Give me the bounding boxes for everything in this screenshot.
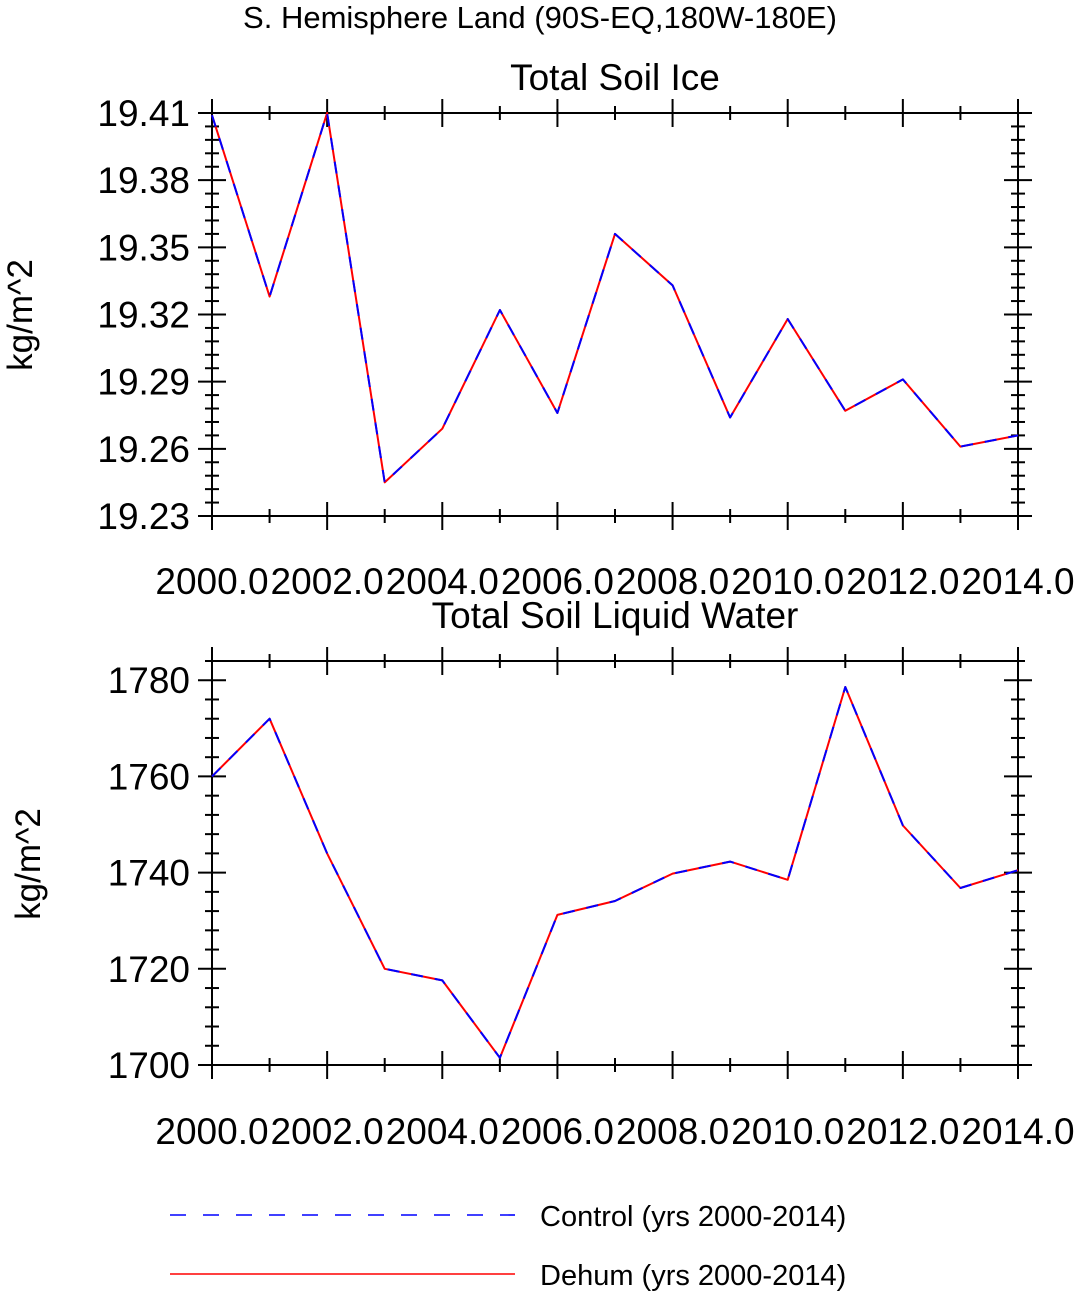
x-tick-label: 2004.0 xyxy=(386,561,499,602)
x-tick-label: 2014.0 xyxy=(961,1111,1074,1152)
x-tick-label: 2008.0 xyxy=(616,561,729,602)
y-tick-label: 19.32 xyxy=(97,295,190,336)
y-tick-label: 1780 xyxy=(108,660,190,701)
y-tick-label: 19.26 xyxy=(97,429,190,470)
x-tick-label: 2014.0 xyxy=(961,561,1074,602)
panel-title: Total Soil Ice xyxy=(510,57,720,98)
y-tick-label: 1700 xyxy=(108,1045,190,1086)
legend-label-control: Control (yrs 2000-2014) xyxy=(540,1201,846,1233)
y-tick-label: 1720 xyxy=(108,949,190,990)
y-tick-label: 19.35 xyxy=(97,227,190,268)
y-tick-label: 19.38 xyxy=(97,160,190,201)
y-tick-label: 19.29 xyxy=(97,362,190,403)
x-tick-label: 2010.0 xyxy=(731,561,844,602)
x-tick-label: 2012.0 xyxy=(846,1111,959,1152)
y-tick-label: 19.23 xyxy=(97,496,190,537)
panel-total-soil-ice: Total Soil Ice kg/m^2 2000.0 2002.0 2004.0… xyxy=(1,57,1075,602)
y-tick-label: 1740 xyxy=(108,853,190,894)
x-tick-label: 2002.0 xyxy=(271,1111,384,1152)
series-line-control xyxy=(211,112,1019,484)
legend-label-dehum: Dehum (yrs 2000-2014) xyxy=(540,1260,846,1292)
x-tick-label: 2000.0 xyxy=(155,1111,268,1152)
x-tick-label: 2006.0 xyxy=(501,1111,614,1152)
panel-title: Total Soil Liquid Water xyxy=(432,595,799,636)
y-tick-label: 19.41 xyxy=(97,93,190,134)
y-tick-label: 1760 xyxy=(108,756,190,797)
series-line-dehum xyxy=(211,686,1019,1059)
x-tick-label: 2012.0 xyxy=(846,561,959,602)
x-tick-label: 2002.0 xyxy=(271,561,384,602)
x-tick-label: 2010.0 xyxy=(731,1111,844,1152)
x-tick-label: 2004.0 xyxy=(386,1111,499,1152)
series-line-dehum xyxy=(211,112,1019,484)
figure-title: S. Hemisphere Land (90S-EQ,180W-180E) xyxy=(243,0,837,35)
plot-area: 2000.0 2002.0 2004.0 2006.0 2008.0 2010.0 2012… xyxy=(108,647,1075,1152)
x-tick-label: 2006.0 xyxy=(501,561,614,602)
y-axis-label: kg/m^2 xyxy=(1,259,40,371)
plot-area: 2000.0 2002.0 2004.0 2006.0 2008.0 2010.0 2012… xyxy=(97,93,1074,602)
plot-frame xyxy=(211,112,1019,517)
series-line-control xyxy=(211,686,1019,1059)
panel-total-soil-liquid-water: Total Soil Liquid Water kg/m^2 2000.0 200… xyxy=(9,595,1075,1152)
legend: Control (yrs 2000-2014) Dehum (yrs 2000-… xyxy=(170,1201,846,1292)
x-tick-label: 2000.0 xyxy=(155,561,268,602)
x-tick-label: 2008.0 xyxy=(616,1111,729,1152)
y-axis-label: kg/m^2 xyxy=(9,808,48,920)
